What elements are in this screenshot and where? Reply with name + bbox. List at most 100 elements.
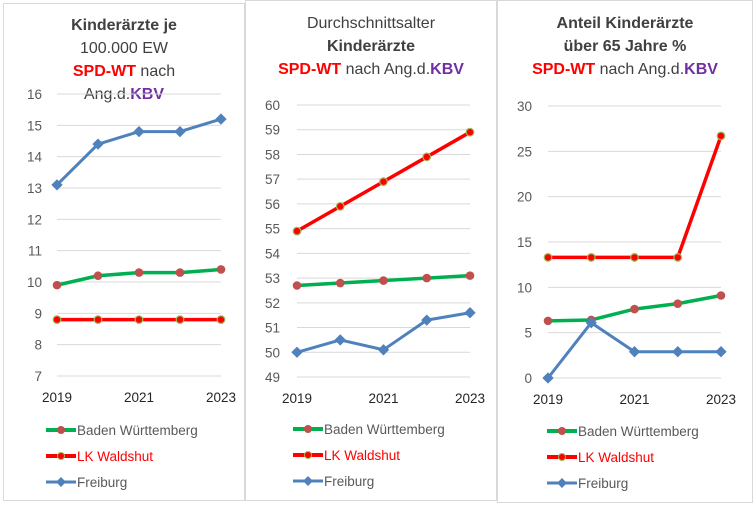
y-tick-label: 50: [265, 345, 280, 360]
y-tick-label: 14: [27, 150, 43, 165]
data-point-lk: [175, 315, 185, 325]
x-tick-label: 2021: [124, 390, 154, 405]
legend-item-lk: LK Waldshut: [547, 444, 699, 470]
legend-item-fr: Freiburg: [46, 469, 198, 495]
legend-item-bw: Baden Württemberg: [46, 417, 198, 443]
data-point-fr: [672, 346, 684, 358]
y-tick-label: 11: [28, 244, 42, 259]
title-nach: nach: [135, 63, 176, 80]
chart-panel-anteil-ueber-65: Anteil Kinderärzte über 65 Jahre % SPD-W…: [497, 0, 753, 503]
data-point-fr: [715, 346, 727, 358]
chart-title: Anteil Kinderärzte über 65 Jahre % SPD-W…: [498, 12, 752, 81]
legend-label-fr: Freiburg: [578, 475, 629, 491]
y-tick-label: 16: [27, 87, 42, 102]
title-line-1: Anteil Kinderärzte: [556, 15, 694, 32]
legend-item-fr: Freiburg: [547, 470, 699, 496]
y-tick-label: 56: [265, 197, 280, 212]
y-tick-label: 57: [265, 172, 280, 187]
title-line-3: SPD-WT nach Ang.d.KBV: [246, 58, 496, 81]
data-point-lk: [52, 315, 62, 325]
y-tick-label: 30: [517, 99, 532, 114]
title-line-1: Kinderärzte je: [71, 17, 177, 34]
title-nach: nach Ang.d.: [595, 61, 685, 78]
data-point-fr: [174, 125, 186, 138]
data-point-fr: [377, 344, 390, 356]
legend-label-bw: Baden Württemberg: [324, 421, 445, 437]
line-chart-svg: 7 8 9 10 11 12 13 14 15 16 2019 2021 2023: [27, 87, 236, 405]
y-tick-label: 51: [265, 321, 280, 336]
data-point-bw: [465, 271, 475, 280]
legend-marker-fr-icon: [547, 478, 577, 488]
legend-marker-lk-icon: [293, 451, 323, 459]
y-tick-label: 53: [265, 271, 280, 286]
data-point-fr: [133, 125, 145, 138]
legend-marker-bw-icon: [46, 426, 76, 434]
y-tick-label: 13: [27, 181, 42, 196]
y-tick-label: 0: [524, 371, 532, 386]
x-tick-label: 2019: [42, 390, 72, 405]
title-spd-wt: SPD-WT: [532, 61, 596, 78]
legend-label-bw: Baden Württemberg: [578, 423, 699, 439]
y-tick-label: 52: [265, 296, 280, 311]
legend-label-lk: LK Waldshut: [578, 449, 655, 465]
x-tick-label: 2023: [455, 391, 485, 406]
data-point-fr: [464, 307, 476, 319]
line-chart-svg: 49 50 51 52 53 54 55 56 57 58 59 60 2019 2021 2023: [265, 98, 485, 406]
y-tick-label: 59: [265, 123, 280, 138]
chart-title: Kinderärzte je 100.000 EW SPD-WT nach An…: [4, 14, 244, 106]
data-point-lk: [465, 127, 475, 137]
legend-item-lk: LK Waldshut: [46, 443, 198, 469]
legend-marker-fr-icon: [46, 477, 76, 487]
title-line-3: SPD-WT nach: [4, 60, 244, 83]
data-point-lk: [716, 131, 726, 141]
y-tick-label: 5: [524, 326, 532, 341]
data-point-bw: [134, 268, 144, 277]
data-point-fr: [628, 346, 641, 358]
chart-legend: Baden Württemberg LK Waldshut Freiburg: [293, 416, 445, 494]
data-point-bw: [673, 299, 683, 308]
data-point-lk: [673, 253, 683, 262]
title-kbv: KBV: [430, 61, 464, 78]
legend-label-bw: Baden Württemberg: [77, 422, 198, 438]
x-tick-label: 2019: [282, 391, 312, 406]
data-point-bw: [630, 304, 639, 314]
y-tick-label: 49: [265, 370, 280, 385]
y-tick-label: 58: [265, 147, 280, 162]
x-tick-label: 2021: [619, 392, 649, 407]
chart-panel-kinderaerzte-je-100000: Kinderärzte je 100.000 EW SPD-WT nach An…: [3, 3, 245, 501]
data-point-bw: [543, 316, 553, 326]
legend-label-fr: Freiburg: [77, 474, 128, 490]
title-spd-wt: SPD-WT: [72, 63, 136, 80]
title-spd-wt: SPD-WT: [278, 61, 342, 78]
chart-legend: Baden Württemberg LK Waldshut Freiburg: [46, 417, 198, 495]
x-tick-label: 2021: [368, 391, 398, 406]
data-point-lk: [586, 253, 596, 262]
legend-item-lk: LK Waldshut: [293, 442, 445, 468]
legend-item-fr: Freiburg: [293, 468, 445, 494]
data-point-lk: [543, 253, 553, 262]
title-line-2: 100.000 EW: [79, 40, 169, 57]
title-line-3: SPD-WT nach Ang.d.KBV: [498, 58, 752, 81]
legend-marker-bw-icon: [293, 425, 323, 433]
legend-marker-fr-icon: [293, 476, 323, 486]
x-tick-label: 2023: [206, 390, 236, 405]
data-point-bw: [335, 278, 345, 288]
y-tick-label: 10: [517, 280, 532, 295]
data-point-lk: [422, 152, 432, 162]
data-point-lk: [134, 315, 144, 325]
data-point-fr: [291, 346, 303, 358]
data-point-fr: [421, 314, 433, 326]
title-line-2: über 65 Jahre %: [563, 38, 687, 55]
data-point-bw: [175, 268, 185, 277]
legend-item-bw: Baden Württemberg: [293, 416, 445, 442]
y-tick-label: 9: [34, 306, 42, 321]
y-tick-label: 60: [265, 98, 280, 113]
data-point-bw: [93, 271, 103, 281]
line-chart-svg: 0 5 10 15 20 25 30 2019 2021 2023: [517, 99, 736, 407]
title-kbv: KBV: [684, 61, 718, 78]
y-tick-label: 7: [34, 369, 42, 384]
data-point-lk: [292, 226, 302, 236]
data-point-fr: [215, 113, 227, 125]
x-tick-label: 2019: [533, 392, 563, 407]
data-point-bw: [422, 273, 432, 283]
